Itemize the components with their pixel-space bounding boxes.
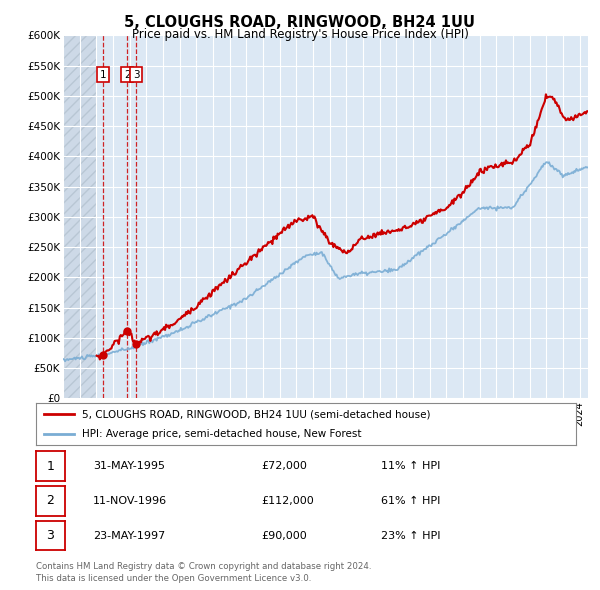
Text: 3: 3 [46,529,55,542]
Text: HPI: Average price, semi-detached house, New Forest: HPI: Average price, semi-detached house,… [82,430,361,440]
Text: 2: 2 [46,494,55,507]
Bar [63,35,97,398]
Text: 23-MAY-1997: 23-MAY-1997 [93,531,165,540]
Text: Price paid vs. HM Land Registry's House Price Index (HPI): Price paid vs. HM Land Registry's House … [131,28,469,41]
Text: 11-NOV-1996: 11-NOV-1996 [93,496,167,506]
Text: 5, CLOUGHS ROAD, RINGWOOD, BH24 1UU (semi-detached house): 5, CLOUGHS ROAD, RINGWOOD, BH24 1UU (sem… [82,410,430,420]
Text: 1: 1 [46,460,55,473]
Text: 2: 2 [124,70,131,80]
Text: £112,000: £112,000 [261,496,314,506]
Text: 11% ↑ HPI: 11% ↑ HPI [381,461,440,471]
Text: Contains HM Land Registry data © Crown copyright and database right 2024.
This d: Contains HM Land Registry data © Crown c… [36,562,371,583]
Text: 31-MAY-1995: 31-MAY-1995 [93,461,165,471]
Text: 23% ↑ HPI: 23% ↑ HPI [381,531,440,540]
Text: £90,000: £90,000 [261,531,307,540]
Text: 5, CLOUGHS ROAD, RINGWOOD, BH24 1UU: 5, CLOUGHS ROAD, RINGWOOD, BH24 1UU [125,15,476,30]
Text: 1: 1 [100,70,107,80]
Text: 61% ↑ HPI: 61% ↑ HPI [381,496,440,506]
Text: £72,000: £72,000 [261,461,307,471]
Text: 3: 3 [133,70,139,80]
